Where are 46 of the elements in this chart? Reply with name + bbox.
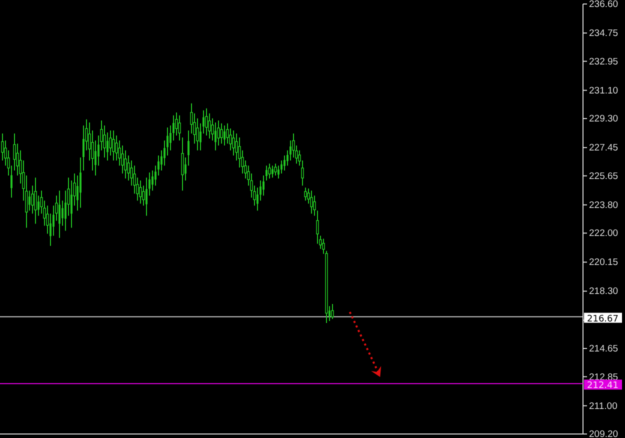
candlestick xyxy=(284,154,286,172)
y-tick-label: 227.45 xyxy=(589,142,618,154)
candlestick xyxy=(13,132,16,172)
candlestick xyxy=(224,124,226,146)
candlestick xyxy=(217,120,220,146)
y-tick-label: 222.00 xyxy=(589,228,618,240)
candlestick xyxy=(34,177,37,224)
y-tick-label: 218.30 xyxy=(589,286,618,298)
candlestick xyxy=(103,124,106,158)
candlestick xyxy=(112,130,115,161)
candlestick xyxy=(31,185,34,214)
candlestick xyxy=(181,137,184,192)
y-tick-label: 214.65 xyxy=(589,344,618,355)
candlestick xyxy=(208,112,211,139)
y-tick-label: 234.75 xyxy=(589,28,618,40)
ref-line-label: 212.41 xyxy=(587,381,618,392)
candlestick xyxy=(214,122,216,151)
y-tick-label: 225.65 xyxy=(589,170,618,182)
y-tick-label: 211.00 xyxy=(589,400,618,412)
y-tick-label: 223.80 xyxy=(589,200,618,211)
candlestick xyxy=(62,200,64,226)
candlestick xyxy=(175,112,178,136)
candlestick xyxy=(127,154,130,182)
candlestick xyxy=(139,180,142,204)
y-tick-label: 209.20 xyxy=(589,429,618,438)
y-tick-label: 236.60 xyxy=(589,0,618,10)
candlestick xyxy=(316,210,319,244)
y-tick-label: 229.30 xyxy=(589,114,618,125)
candlestick xyxy=(205,108,208,136)
candlestick xyxy=(58,190,60,238)
y-tick-label: 232.95 xyxy=(589,56,618,68)
candlestick xyxy=(178,114,181,142)
candlestick xyxy=(196,118,199,151)
candlestick xyxy=(220,122,223,144)
y-tick-label: 220.15 xyxy=(589,257,618,268)
ref-line-label: 216.67 xyxy=(587,314,618,324)
candlestick xyxy=(274,163,277,176)
candlestick xyxy=(272,165,274,178)
candlestick xyxy=(304,187,307,202)
candlestick xyxy=(310,190,313,214)
candlestick xyxy=(124,150,127,180)
y-tick-label: 231.10 xyxy=(589,85,618,96)
candlestick xyxy=(331,304,334,320)
candlestick xyxy=(268,163,271,180)
candlestick xyxy=(28,190,30,212)
candlestick xyxy=(80,156,82,208)
